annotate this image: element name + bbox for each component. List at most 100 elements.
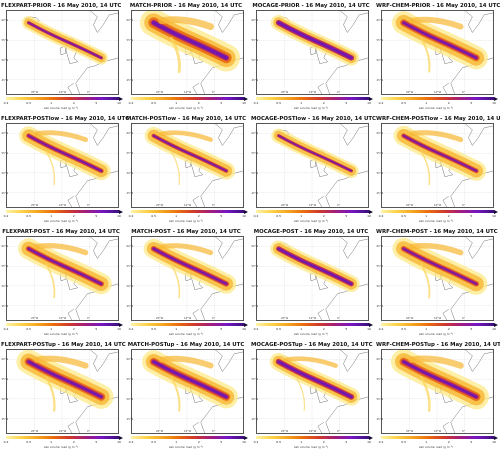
latitude-label: 60°N <box>1 244 9 248</box>
colorbar-ticks: 0.2 0.5 1 2 5 10 <box>254 440 371 444</box>
colorbar-tick-label: 2 <box>72 214 75 218</box>
ash-map-svg <box>7 350 118 433</box>
latitude-label: 60°N <box>1 131 9 135</box>
map-plot <box>131 123 244 208</box>
latitude-label: 60°N <box>251 131 259 135</box>
map-panel: FLEXPART-POSTup - 16 May 2010, 14 UTC 60°… <box>1 340 126 451</box>
map-plot <box>6 236 119 321</box>
iberia-coastline <box>317 83 324 94</box>
colorbar-tick-label: 10 <box>367 440 371 444</box>
scandinavia-coastline <box>215 350 243 372</box>
colorbar-label: Ash column load (g m⁻²) <box>293 218 329 223</box>
colorbar-tick-label: 0.2 <box>378 101 384 105</box>
panel-title: MOCAGE-PRIOR - 16 May 2010, 14 UTC <box>252 3 370 9</box>
latitude-label: 60°N <box>376 131 384 135</box>
scandinavia-coastline <box>90 11 118 33</box>
latitude-label: 55°N <box>126 377 134 381</box>
iberia-coastline <box>67 309 74 320</box>
panel-title: WRF-CHEM-POSTlow - 16 May 2010, 14 UTC <box>376 116 500 122</box>
ash-map-svg <box>7 11 118 94</box>
colorbar-label: Ash column load (g m⁻²) <box>168 444 204 449</box>
scandinavia-coastline <box>90 124 118 146</box>
latitude-label: 60°N <box>251 244 259 248</box>
colorbar-tick-label: 5 <box>470 101 473 105</box>
scandinavia-coastline <box>90 350 118 372</box>
colorbar-tick-label: 2 <box>322 327 325 331</box>
longitude-label: 20°W <box>31 91 39 94</box>
latitude-label: 55°N <box>1 377 9 381</box>
ash-plume <box>271 128 359 179</box>
iberia-coastline <box>442 196 449 207</box>
colorbar-tick-label: 1 <box>425 440 428 444</box>
latitude-label: 45°N <box>126 78 134 82</box>
scandinavia-coastline <box>215 124 243 146</box>
latitude-label: 55°N <box>126 264 134 268</box>
longitude-label: 20°W <box>281 204 289 207</box>
longitude-label: 20°W <box>281 317 289 320</box>
iberia-coastline <box>67 422 74 433</box>
colorbar-tick-label: 2 <box>197 327 200 331</box>
colorbar-label: Ash column load (g m⁻²) <box>418 331 454 336</box>
longitude-label: 0° <box>462 204 465 207</box>
colorbar-tick-label: 10 <box>367 214 371 218</box>
scandinavia-coastline <box>340 124 368 146</box>
colorbar-tick-label: 0.5 <box>401 327 406 331</box>
latitude-label: 55°N <box>251 377 259 381</box>
colorbar-tick-label: 1 <box>425 101 428 105</box>
map-plot <box>256 10 369 95</box>
colorbar-tick-label: 1 <box>425 327 428 331</box>
ash-map-svg <box>257 11 368 94</box>
colorbar-tick-label: 2 <box>447 327 450 331</box>
latitude-label: 45°N <box>126 191 134 195</box>
scandinavia-coastline <box>465 350 493 372</box>
map-panel: WRF-CHEM-POSTup - 16 May 2010, 14 UTC 60°… <box>376 340 500 451</box>
latitude-label: 55°N <box>251 38 259 42</box>
colorbar-tick-label: 1 <box>300 327 303 331</box>
ash-map-svg <box>382 237 493 320</box>
map-panel: MOCAGE-POSTlow - 16 May 2010, 14 UTC 60°N… <box>251 114 376 225</box>
map-plot <box>256 123 369 208</box>
colorbar-tick-label: 1 <box>300 440 303 444</box>
colorbar-tick-label: 0.5 <box>276 327 281 331</box>
colorbar-tick-label: 10 <box>117 440 121 444</box>
ash-plume <box>144 126 236 186</box>
colorbar <box>6 96 123 102</box>
map-panel: WRF-CHEM-POST - 16 May 2010, 14 UTC 60°N 5… <box>376 227 498 338</box>
colorbar-tick-label: 10 <box>242 101 246 105</box>
colorbar-tick-label: 1 <box>425 214 428 218</box>
colorbar-tick-label: 0.5 <box>151 101 156 105</box>
longitude-label: 10°W <box>309 317 317 320</box>
colorbar <box>381 96 498 102</box>
latitude-label: 50°N <box>251 397 259 401</box>
colorbar <box>256 209 373 215</box>
map-plot <box>256 236 369 321</box>
colorbar <box>381 435 498 441</box>
colorbar-tick-label: 0.5 <box>151 214 156 218</box>
scandinavia-coastline <box>465 11 493 33</box>
map-plot <box>381 349 494 434</box>
colorbar-label: Ash column load (g m⁻²) <box>293 444 329 449</box>
longitude-label: 0° <box>337 317 340 320</box>
scandinavia-coastline <box>215 237 243 259</box>
map-panel: MATCH-PRIOR - 16 May 2010, 14 UTC 60°N 55°… <box>126 1 248 112</box>
longitude-label: 20°W <box>281 91 289 94</box>
colorbar-tick-label: 0.5 <box>401 101 406 105</box>
panel-title: WRF-CHEM-POST - 16 May 2010, 14 UTC <box>376 229 498 235</box>
colorbar-tick-label: 5 <box>470 440 473 444</box>
map-plot <box>6 123 119 208</box>
longitude-label: 10°W <box>309 91 317 94</box>
panel-title: FLEXPART-PRIOR - 16 May 2010, 14 UTC <box>1 3 122 9</box>
latitude-label: 60°N <box>126 18 134 22</box>
latitude-label: 60°N <box>376 244 384 248</box>
map-plot <box>6 10 119 95</box>
colorbar-tick-label: 0.5 <box>276 440 281 444</box>
iberia-coastline <box>317 196 324 207</box>
longitude-label: 0° <box>337 91 340 94</box>
colorbar <box>381 209 498 215</box>
latitude-label: 55°N <box>1 264 9 268</box>
ash-plume <box>21 16 109 65</box>
colorbar-tick-label: 2 <box>197 101 200 105</box>
latitude-label: 45°N <box>126 417 134 421</box>
latitude-label: 50°N <box>126 171 134 175</box>
colorbar <box>256 96 373 102</box>
